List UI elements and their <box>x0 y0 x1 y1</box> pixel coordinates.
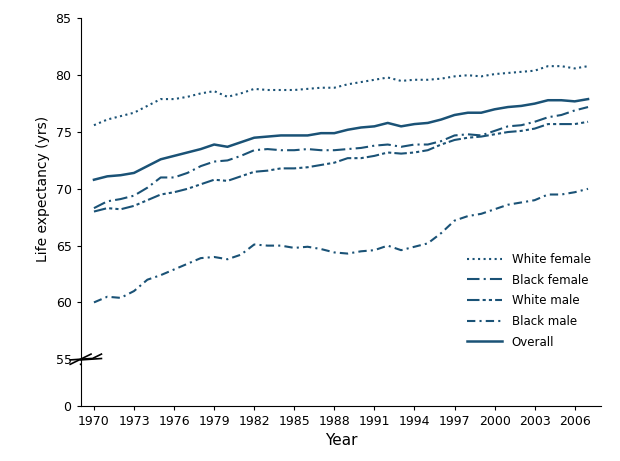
Legend: White female, Black female, White male, Black male, Overall: White female, Black female, White male, … <box>462 248 595 353</box>
X-axis label: Year: Year <box>325 433 357 448</box>
Y-axis label: Life expectancy (yrs): Life expectancy (yrs) <box>36 116 50 262</box>
